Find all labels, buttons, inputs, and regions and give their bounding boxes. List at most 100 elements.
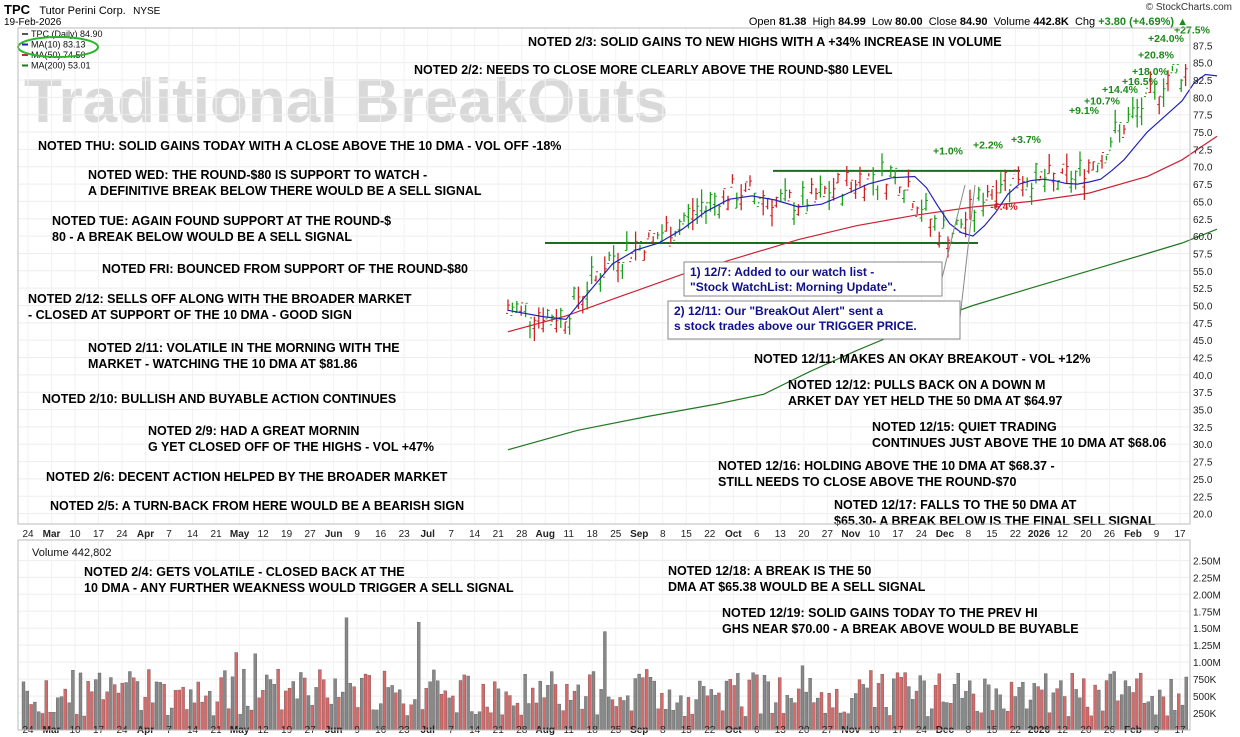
volume-bar [37,711,41,731]
price-tick-label: 32.5 [1193,423,1213,434]
volume-bar [721,710,725,731]
volume-bar [899,677,903,731]
price-tick-label: 70.0 [1193,163,1213,174]
note-text: NOTED THU: SOLID GAINS TODAY WITH A CLOS… [38,139,561,153]
volume-bar [162,684,166,731]
volume-bar [109,677,113,731]
header-date: 19-Feb-2026 [4,17,62,28]
volume-bar [797,688,801,731]
volume-bar [808,677,812,731]
volume-bar [234,652,238,731]
price-tick-label: 80.0 [1193,93,1213,104]
volume-bar [622,700,626,731]
note-text: NOTED TUE: AGAIN FOUND SUPPORT AT THE RO… [52,214,391,244]
x-tick-label: 17 [892,529,904,540]
note-text: NOTED 2/6: DECENT ACTION HELPED BY THE B… [46,470,448,484]
x-tick-label: 17 [1174,529,1186,540]
volume-bar [1108,673,1112,731]
x-tick-label: 16 [375,529,387,540]
note-text: NOTED 2/10: BULLISH AND BUYABLE ACTION C… [42,392,396,406]
price-tick-labels: 20.0 22.5 25.0 27.5 30.0 32.5 35.0 37.5 40.0 42.5… [1193,41,1213,520]
volume-bar [204,695,208,731]
legend-entry: TPC (Daily) 84.90 [31,29,103,39]
ma10-line [507,73,1218,321]
note-line: 10 DMA - ANY FURTHER WEAKNESS WOULD TRIG… [84,581,514,595]
gain-label: +14.4% [1102,84,1139,96]
volume-bar [318,669,322,731]
symbol: TPC [4,2,30,17]
volume-bar [386,687,390,731]
support-lines [545,169,1020,245]
volume-bar [363,673,368,731]
note-line: NOTED 12/17: FALLS TO THE 50 DMA AT [834,498,1077,512]
volume-bar [44,680,48,731]
ma50-line [507,135,1218,333]
callout-line: "Stock WatchList: Morning Update". [690,280,896,294]
volume-value: 442.8K [1033,16,1069,28]
note-text: NOTED 2/3: SOLID GAINS TO NEW HIGHS WITH… [528,35,1002,49]
volume-bar [394,692,398,731]
price-tick-label: 72.5 [1193,145,1213,156]
volume-bar [223,670,227,731]
gain-label: +2.2% [973,140,1004,152]
volume-bar [1051,692,1055,731]
price-tick-label: 20.0 [1193,510,1213,521]
volume-bar [1165,715,1169,731]
volume-bar [367,675,371,731]
price-tick-label: 47.5 [1193,319,1213,330]
note-line: NOTED 12/12: PULLS BACK ON A DOWN M [788,378,1045,392]
gain-label: +10.7% [1084,95,1121,107]
volume-bar [648,677,653,731]
price-tick-label: 45.0 [1193,336,1213,347]
x-tick-label: Aug [535,529,554,540]
ohlc-readout: Open 81.38 High 84.99 Low 80.00 Close 84… [749,16,1188,28]
gain-label: +9.1% [1069,105,1100,117]
volume-bar [1032,683,1036,731]
x-tick-label: 7 [448,529,454,540]
volume-bar [462,674,466,731]
volume-bar [303,677,307,731]
note-line: NOTED 2/12: SELLS OFF ALONG WITH THE BRO… [28,292,412,306]
volume-bar [417,622,421,731]
volume-bar [154,681,159,731]
volume-bar [413,699,417,731]
volume-bar [242,669,246,731]
volume-bar [892,678,896,731]
volume-bar [504,691,508,731]
volume-panel-frame [17,539,1191,731]
note-line: - CLOSED AT SUPPORT OF THE 10 DMA - GOOD… [28,308,352,322]
gain-label: +18.0% [1132,66,1169,78]
legend-entry: MA(50) 74.50 [31,50,86,60]
volume-bar [1006,711,1010,731]
volume-bar [785,695,789,731]
volume-bar [880,673,884,731]
price-tick-label: 82.5 [1193,76,1213,87]
note-line: CONTINUES JUST ABOVE THE 10 DMA AT $68.0… [872,436,1166,450]
note: NOTED 12/11: MAKES AN OKAY BREAKOUT - VO… [754,352,1091,366]
volume-bar [1070,673,1074,731]
volume-bar [71,670,75,731]
volume-bar [63,688,67,731]
volume-bar [496,688,501,731]
volume-bar [135,681,140,731]
volume-bar [1135,678,1139,731]
volume-bar [219,677,223,731]
volume-bar [667,689,672,731]
gain-label: +1.0% [933,145,964,157]
x-tick-label: 9 [354,529,360,540]
x-tick-label: 12 [258,529,270,540]
price-tick-label: 65.0 [1193,197,1213,208]
volume-bar [800,665,805,731]
volume-bar [268,679,273,731]
note-text: NOTED 12/19: SOLID GAINS TODAY TO THE PR… [722,606,1079,636]
volume-bar [1040,689,1044,731]
price-tick-label: 52.5 [1193,284,1213,295]
volume-bar [348,682,352,731]
high-value: 84.99 [838,16,866,28]
note-line: MARKET - WATCHING THE 10 DMA AT $81.86 [88,357,358,371]
volume-bar [816,697,820,731]
volume-bar [439,694,444,731]
volume-bar [113,684,117,731]
volume-bar [59,696,64,731]
volume-bar [1104,680,1109,731]
